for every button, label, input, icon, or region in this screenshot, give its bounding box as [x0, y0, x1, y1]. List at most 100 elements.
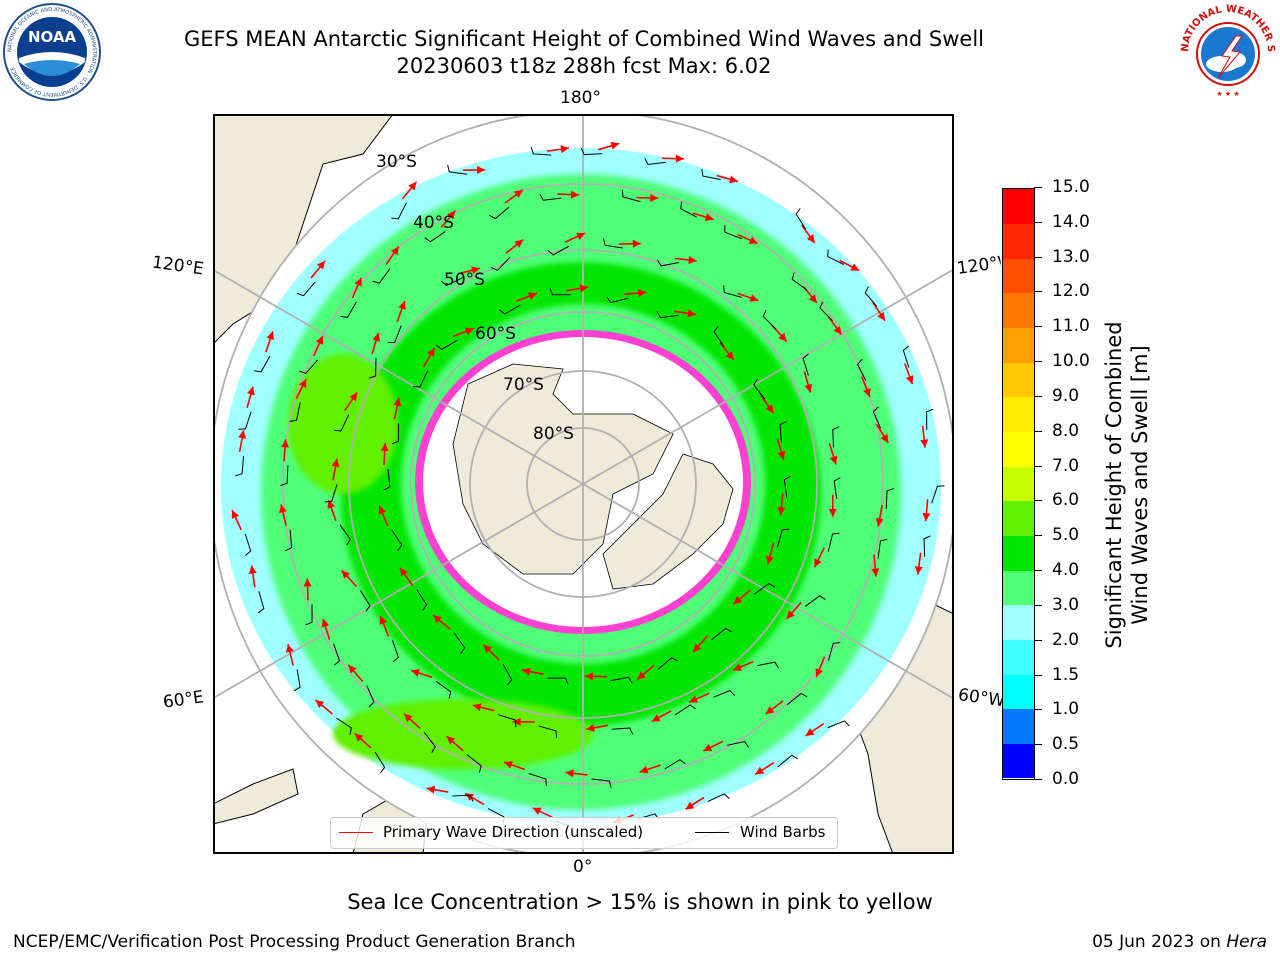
- wave-arrow-head: [637, 671, 646, 680]
- lat-label-70s: 70°S: [503, 375, 544, 395]
- wind-barb: [779, 421, 787, 443]
- wind-barb: [827, 720, 850, 729]
- colorbar-tick-label: 14.0: [1052, 211, 1090, 232]
- wind-barb: [391, 202, 407, 220]
- colorbar-tick-label: 7.0: [1052, 455, 1080, 476]
- wind-barb: [334, 414, 350, 432]
- wave-arrow-head: [504, 761, 513, 769]
- wave-arrow-head: [433, 615, 442, 624]
- wave-arrow-head: [393, 397, 402, 407]
- noaa-logo: NOAA NATIONAL OCEANIC AND ATMOSPHERIC AD…: [2, 2, 102, 102]
- wind-barb: [538, 725, 558, 738]
- wind-barb: [324, 484, 338, 503]
- wind-barb: [539, 193, 562, 201]
- wave-arrow-head: [877, 311, 886, 321]
- footer-branch: NCEP/EMC/Verification Post Processing Pr…: [13, 932, 576, 952]
- wave-arrow-head: [828, 508, 837, 517]
- legend-barb-line: [695, 832, 729, 833]
- wave-arrow-head: [403, 713, 413, 723]
- wave-arrow-head: [315, 699, 325, 709]
- colorbar-tick: [1034, 187, 1042, 188]
- wind-barb: [762, 309, 777, 330]
- wave-arrow-head: [279, 504, 287, 514]
- colorbar-segment: [1003, 292, 1034, 329]
- wind-barb: [902, 345, 910, 368]
- wind-barb: [368, 357, 377, 379]
- wave-arrow-head: [632, 239, 641, 248]
- wind-barb: [606, 296, 629, 304]
- wave-arrow-head: [390, 246, 399, 256]
- noaa-logo-text: NOAA: [28, 28, 77, 46]
- wind-barb: [754, 582, 776, 595]
- nws-logo: NATIONAL WEATHER SERVICE ★ ★ ★: [1174, 0, 1278, 102]
- wind-barb: [707, 793, 730, 802]
- colorbar-tick: [1034, 395, 1042, 397]
- wind-barb: [923, 535, 931, 557]
- wind-barb: [366, 685, 375, 708]
- wind-barb: [502, 663, 513, 686]
- wave-arrow-head: [472, 703, 482, 712]
- colorbar-segment: [1003, 431, 1034, 467]
- colorbar-tick: [1034, 744, 1042, 746]
- colorbar-segment: [1003, 604, 1034, 640]
- wave-arrow-head: [875, 517, 884, 527]
- wind-barb: [680, 201, 697, 218]
- wind-barb: [657, 259, 679, 267]
- footer-date: 05 Jun 2023 on Hera: [1092, 932, 1267, 952]
- wave-arrow-head: [806, 234, 815, 243]
- colorbar-tick: [1034, 361, 1042, 363]
- wave-arrow-head: [688, 255, 697, 264]
- wave-arrow-head: [471, 266, 480, 275]
- wave-arrow-head: [586, 723, 595, 732]
- wave-arrow-head: [805, 728, 815, 736]
- wind-barb: [235, 455, 245, 477]
- wind-barb: [293, 669, 301, 692]
- colorbar-segment: [1003, 327, 1034, 363]
- wind-barb: [435, 680, 452, 699]
- colorbar-tick-label: 3.0: [1052, 594, 1080, 615]
- wind-barb: [466, 754, 482, 773]
- wave-arrow-head: [512, 717, 521, 726]
- wave-arrow-head: [704, 213, 714, 221]
- wind-barb: [372, 268, 391, 284]
- wave-arrow-head: [777, 507, 786, 516]
- wave-arrow-head: [299, 379, 307, 389]
- wave-arrow-head: [804, 383, 813, 393]
- wave-arrow-head: [281, 439, 290, 448]
- wave-arrow-head: [675, 154, 684, 163]
- wind-barb: [440, 277, 463, 287]
- wave-arrow-head: [914, 566, 923, 575]
- wave-arrow-head: [579, 284, 589, 293]
- lat-label-80s: 80°S: [533, 424, 574, 444]
- wave-arrow-head: [349, 392, 358, 402]
- wave-arrow-head: [408, 181, 417, 191]
- wave-arrow-head: [560, 145, 569, 154]
- lat-label-60s: 60°S: [475, 324, 516, 344]
- colorbar-tick: [1034, 326, 1042, 328]
- wave-arrow-head: [426, 785, 436, 794]
- wind-barb: [864, 286, 878, 307]
- wave-arrow-head: [650, 193, 659, 202]
- wind-barb: [828, 642, 841, 661]
- wave-arrow-head: [378, 505, 387, 515]
- wind-barb: [339, 524, 352, 546]
- wind-barb: [621, 189, 641, 203]
- wind-barb: [423, 732, 436, 753]
- wind-barb: [795, 208, 807, 230]
- wind-barb: [804, 595, 826, 607]
- colorbar-tick-label: 0.0: [1052, 769, 1080, 789]
- wind-barb: [819, 301, 833, 322]
- wave-arrow-head: [266, 331, 275, 341]
- wind-barb: [549, 288, 571, 296]
- wave-arrow-head: [247, 386, 255, 396]
- wind-barb: [412, 370, 429, 388]
- wave-arrow-head: [315, 335, 324, 345]
- colorbar-tick-label: 15.0: [1052, 177, 1090, 197]
- wind-barb: [711, 627, 733, 641]
- wave-arrow-head: [446, 736, 456, 745]
- wave-arrow-head: [411, 669, 421, 677]
- legend-barb-label: Wind Barbs: [740, 823, 826, 841]
- wave-arrow-head: [922, 512, 931, 522]
- wind-barb: [296, 281, 316, 297]
- wind-barb: [724, 225, 742, 240]
